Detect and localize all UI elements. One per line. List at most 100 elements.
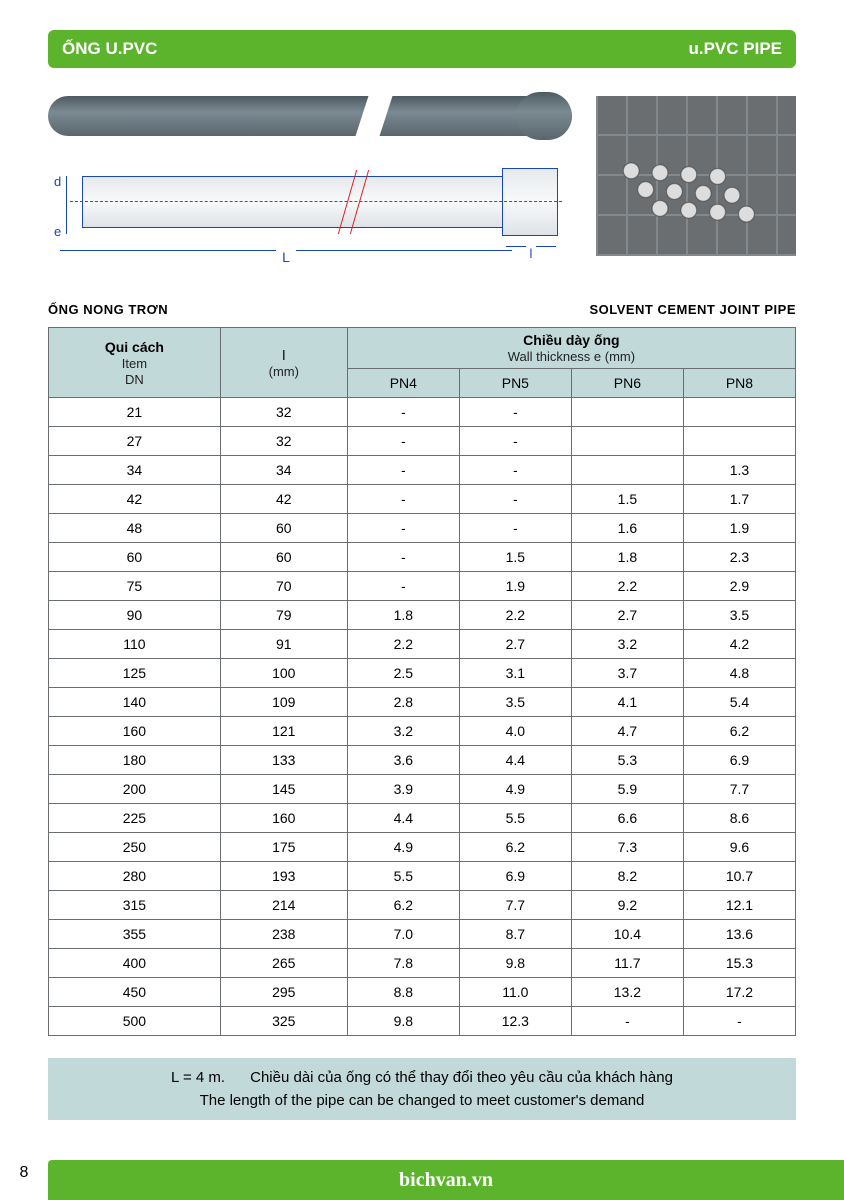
table-row: 2801935.56.98.210.7 — [49, 862, 796, 891]
table-cell: 2.5 — [347, 659, 459, 688]
table-cell: 4.1 — [571, 688, 683, 717]
table-cell: 160 — [49, 717, 221, 746]
table-cell: 140 — [49, 688, 221, 717]
table-cell: 3.9 — [347, 775, 459, 804]
dim-label-d: d — [54, 174, 61, 189]
table-cell: 2.7 — [571, 601, 683, 630]
table-row: 90791.82.22.73.5 — [49, 601, 796, 630]
dim-label-e: e — [54, 224, 61, 239]
table-cell: 6.2 — [683, 717, 795, 746]
table-row: 2251604.45.56.68.6 — [49, 804, 796, 833]
table-cell: 6.9 — [683, 746, 795, 775]
table-cell: 295 — [220, 978, 347, 1007]
table-cell: 75 — [49, 572, 221, 601]
table-cell: 200 — [49, 775, 221, 804]
table-cell: 3.6 — [347, 746, 459, 775]
table-cell: 70 — [220, 572, 347, 601]
table-cell: 2.9 — [683, 572, 795, 601]
table-cell: 4.7 — [571, 717, 683, 746]
table-row: 3152146.27.79.212.1 — [49, 891, 796, 920]
page-footer: 8 bichvan.vn — [0, 1160, 844, 1200]
table-cell: 125 — [49, 659, 221, 688]
table-cell: 34 — [49, 456, 221, 485]
table-row: 1401092.83.54.15.4 — [49, 688, 796, 717]
subhead-left: ỐNG NONG TRƠN — [48, 302, 168, 317]
table-cell — [683, 427, 795, 456]
table-cell: 1.9 — [683, 514, 795, 543]
figure-row: d e L l — [48, 96, 796, 284]
table-cell: - — [571, 1007, 683, 1036]
table-cell: 280 — [49, 862, 221, 891]
table-cell: 2.2 — [571, 572, 683, 601]
table-cell: 4.2 — [683, 630, 795, 659]
table-cell: 90 — [49, 601, 221, 630]
note-vi: Chiều dài của ống có thể thay đổi theo y… — [250, 1069, 673, 1086]
table-cell: 9.8 — [459, 949, 571, 978]
table-cell: 27 — [49, 427, 221, 456]
table-cell: 4.0 — [459, 717, 571, 746]
table-row: 3434--1.3 — [49, 456, 796, 485]
table-row: 4242--1.51.7 — [49, 485, 796, 514]
table-cell: 1.9 — [459, 572, 571, 601]
table-cell: - — [347, 514, 459, 543]
table-cell: 4.9 — [459, 775, 571, 804]
warehouse-photo — [596, 96, 796, 256]
table-row: 3552387.08.710.413.6 — [49, 920, 796, 949]
table-cell: 10.4 — [571, 920, 683, 949]
table-cell: 1.5 — [571, 485, 683, 514]
table-cell: 91 — [220, 630, 347, 659]
table-cell: 9.8 — [347, 1007, 459, 1036]
table-row: 6060-1.51.82.3 — [49, 543, 796, 572]
table-cell: - — [347, 398, 459, 427]
table-cell: 6.9 — [459, 862, 571, 891]
table-cell: 1.6 — [571, 514, 683, 543]
table-cell: 1.3 — [683, 456, 795, 485]
table-cell: 79 — [220, 601, 347, 630]
table-cell: 2.8 — [347, 688, 459, 717]
table-cell: 121 — [220, 717, 347, 746]
table-cell: 160 — [220, 804, 347, 833]
table-cell: 145 — [220, 775, 347, 804]
table-cell: 10.7 — [683, 862, 795, 891]
table-cell: 1.8 — [571, 543, 683, 572]
col-item: Qui cách Item DN — [49, 328, 221, 398]
table-cell: 2.3 — [683, 543, 795, 572]
table-cell: 13.2 — [571, 978, 683, 1007]
table-cell: 12.3 — [459, 1007, 571, 1036]
col-pn4: PN4 — [347, 369, 459, 398]
table-cell: 325 — [220, 1007, 347, 1036]
table-row: 2001453.94.95.97.7 — [49, 775, 796, 804]
table-cell: 7.3 — [571, 833, 683, 862]
table-cell: 5.5 — [459, 804, 571, 833]
table-cell: 4.8 — [683, 659, 795, 688]
table-cell: 8.7 — [459, 920, 571, 949]
table-cell: - — [459, 485, 571, 514]
table-cell — [571, 456, 683, 485]
table-cell: 34 — [220, 456, 347, 485]
table-cell: 6.2 — [347, 891, 459, 920]
table-cell: 60 — [49, 543, 221, 572]
length-note: L = 4 m. Chiều dài của ống có thể thay đ… — [48, 1058, 796, 1120]
table-cell: 8.6 — [683, 804, 795, 833]
table-cell: 21 — [49, 398, 221, 427]
table-cell: 225 — [49, 804, 221, 833]
table-row: 1601213.24.04.76.2 — [49, 717, 796, 746]
table-row: 2501754.96.27.39.6 — [49, 833, 796, 862]
table-cell: 109 — [220, 688, 347, 717]
table-cell: - — [683, 1007, 795, 1036]
table-cell: 42 — [220, 485, 347, 514]
spec-table: Qui cách Item DN l (mm) Chiều dày ống Wa… — [48, 327, 796, 1036]
dim-label-L: L — [60, 250, 512, 251]
subhead-right: SOLVENT CEMENT JOINT PIPE — [589, 302, 796, 317]
table-cell: 60 — [220, 514, 347, 543]
table-cell: - — [347, 485, 459, 514]
table-cell: 9.6 — [683, 833, 795, 862]
table-cell: 265 — [220, 949, 347, 978]
table-cell: 42 — [49, 485, 221, 514]
table-cell: - — [347, 572, 459, 601]
table-cell: 175 — [220, 833, 347, 862]
table-cell: 11.0 — [459, 978, 571, 1007]
table-cell: 60 — [220, 543, 347, 572]
table-cell: 5.3 — [571, 746, 683, 775]
dim-label-l: l — [506, 246, 556, 247]
